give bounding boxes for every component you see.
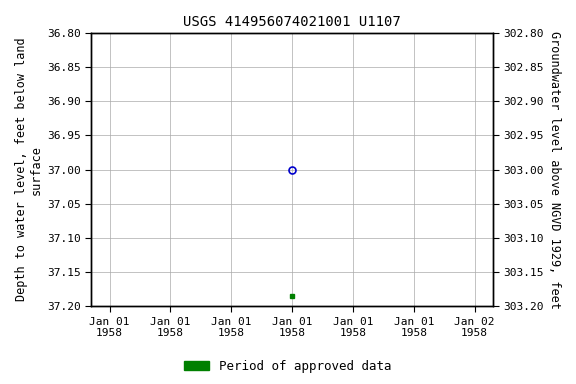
Y-axis label: Groundwater level above NGVD 1929, feet: Groundwater level above NGVD 1929, feet (548, 31, 561, 308)
Title: USGS 414956074021001 U1107: USGS 414956074021001 U1107 (183, 15, 401, 29)
Y-axis label: Depth to water level, feet below land
surface: Depth to water level, feet below land su… (15, 38, 43, 301)
Legend: Period of approved data: Period of approved data (179, 355, 397, 378)
